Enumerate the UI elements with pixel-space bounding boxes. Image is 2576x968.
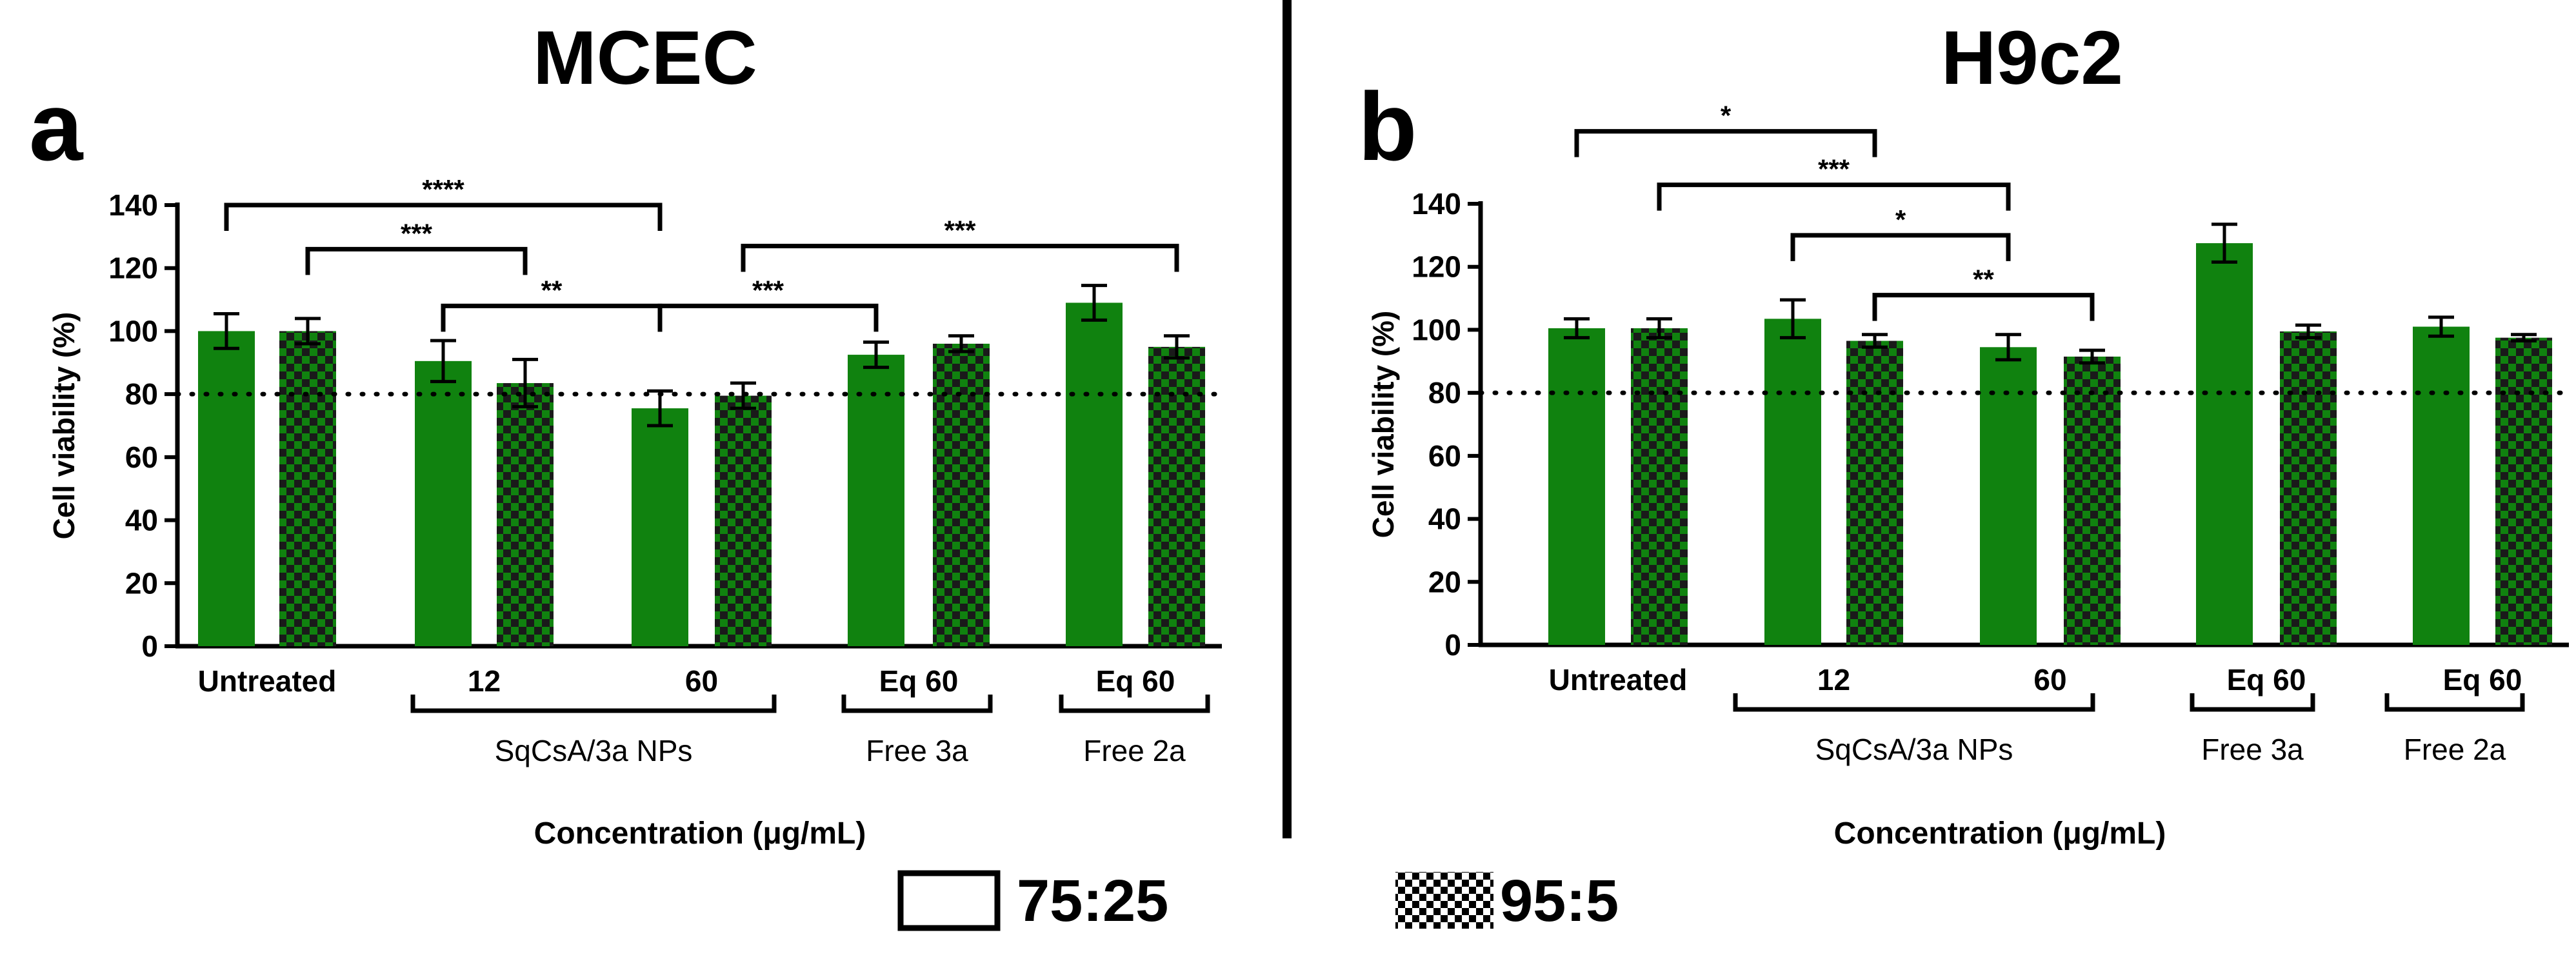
significance-label: ****	[422, 174, 464, 204]
group-label: Free 2a	[2404, 733, 2506, 766]
chart-title: H9c2	[1941, 15, 2123, 101]
y-tick-label: 0	[1444, 628, 1461, 662]
x-tick-label: 60	[685, 664, 718, 698]
legend-label-75-25: 75:25	[1017, 868, 1168, 934]
significance-label: **	[541, 275, 563, 305]
x-tick-label: Eq 60	[2227, 663, 2306, 696]
x-tick-label: Eq 60	[1096, 664, 1175, 698]
x-axis-label: Concentration (μg/mL)	[1834, 816, 2166, 851]
significance-bracket	[1574, 129, 1877, 157]
y-tick-label: 80	[125, 377, 158, 411]
significance-label: ***	[1818, 154, 1850, 184]
x-axis-label: Concentration (μg/mL)	[534, 816, 866, 851]
bar-75-25	[415, 361, 472, 646]
bar-95-5	[2495, 337, 2552, 645]
x-tick-label: Eq 60	[2443, 663, 2522, 696]
y-tick-label: 20	[1428, 565, 1461, 598]
group-bracket	[410, 695, 777, 713]
chart-panel-a: MCEC a 0 20 40 60 80 100 120 140 Cell viability (%…	[29, 15, 1228, 851]
significance-bracket	[224, 202, 663, 231]
bar-75-25	[848, 355, 904, 646]
significance-bracket	[1657, 183, 2011, 211]
legend: 75:25 95:5	[897, 868, 1619, 934]
bar-75-25	[632, 408, 688, 646]
bar-75-25	[198, 331, 255, 646]
group-bracket	[2384, 693, 2525, 712]
significance-label: ***	[752, 275, 784, 305]
significance-bracket	[1872, 293, 2095, 321]
bar-95-5	[2064, 356, 2121, 645]
significance-bracket	[305, 246, 528, 275]
group-label: SqCsA/3a NPs	[1815, 733, 2013, 766]
significance-label: *	[1721, 101, 1732, 131]
y-axis-label: Cell viability (%)	[47, 312, 81, 540]
y-tick-label: 120	[108, 252, 158, 285]
x-tick-label: 60	[2033, 663, 2066, 696]
significance-label: **	[1973, 264, 1994, 295]
significance-bracket	[657, 303, 879, 332]
y-tick-label: 20	[125, 566, 158, 600]
x-tick-label: Eq 60	[879, 664, 959, 698]
significance-bracket	[1790, 233, 2011, 261]
bar-75-25	[2413, 326, 2470, 645]
y-tick-label: 60	[1428, 439, 1461, 473]
y-tick-label: 80	[1428, 376, 1461, 410]
bar-95-5	[279, 331, 336, 646]
y-tick-label: 40	[125, 504, 158, 537]
bar-75-25	[1066, 302, 1123, 646]
significance-bracket	[741, 244, 1179, 272]
bar-95-5	[715, 395, 772, 646]
chart-title: MCEC	[533, 15, 757, 101]
chart-panel-b: H9c2 b 0 20 40 60 80 100 120 140 Cell viability (%…	[1358, 15, 2575, 851]
legend-swatch-75-25	[897, 870, 1001, 931]
y-tick-label: 120	[1412, 250, 1461, 284]
bar-95-5	[1846, 341, 1903, 645]
significance-label: ***	[944, 215, 976, 246]
group-label: Free 3a	[2201, 733, 2304, 766]
bar-75-25	[1548, 328, 1605, 645]
bar-75-25	[1764, 319, 1821, 645]
group-bracket	[1733, 693, 2095, 712]
y-tick-label: 140	[1412, 187, 1461, 221]
y-tick-label: 40	[1428, 502, 1461, 536]
bar-95-5	[497, 383, 554, 646]
y-tick-label: 140	[108, 188, 158, 222]
panel-letter: b	[1358, 72, 1417, 181]
group-label: Free 3a	[866, 734, 968, 767]
x-tick-label: 12	[468, 664, 501, 698]
group-bracket	[841, 695, 993, 713]
significance-bracket	[441, 303, 663, 332]
panel-letter: a	[29, 72, 84, 181]
y-tick-label: 0	[141, 629, 158, 663]
legend-swatch-95-5	[1395, 872, 1493, 929]
y-tick-label: 100	[1412, 313, 1461, 346]
bar-95-5	[1631, 328, 1688, 645]
bar-75-25	[2196, 243, 2253, 646]
bar-95-5	[1148, 346, 1205, 646]
legend-label-95-5: 95:5	[1500, 868, 1619, 934]
group-bracket	[2190, 693, 2315, 712]
group-label: Free 2a	[1083, 734, 1186, 767]
x-tick-label: 12	[1817, 663, 1850, 696]
bar-75-25	[1980, 347, 2037, 645]
x-tick-label: Untreated	[1549, 663, 1688, 696]
bar-95-5	[2280, 331, 2337, 645]
significance-label: *	[1895, 204, 1906, 235]
significance-label: ***	[401, 218, 433, 248]
y-tick-label: 60	[125, 440, 158, 474]
group-label: SqCsA/3a NPs	[495, 734, 693, 767]
bar-95-5	[933, 343, 990, 646]
x-tick-label: Untreated	[198, 664, 337, 698]
group-bracket	[1059, 695, 1210, 713]
y-axis-label: Cell viability (%)	[1366, 311, 1400, 538]
y-tick-label: 100	[108, 314, 158, 348]
